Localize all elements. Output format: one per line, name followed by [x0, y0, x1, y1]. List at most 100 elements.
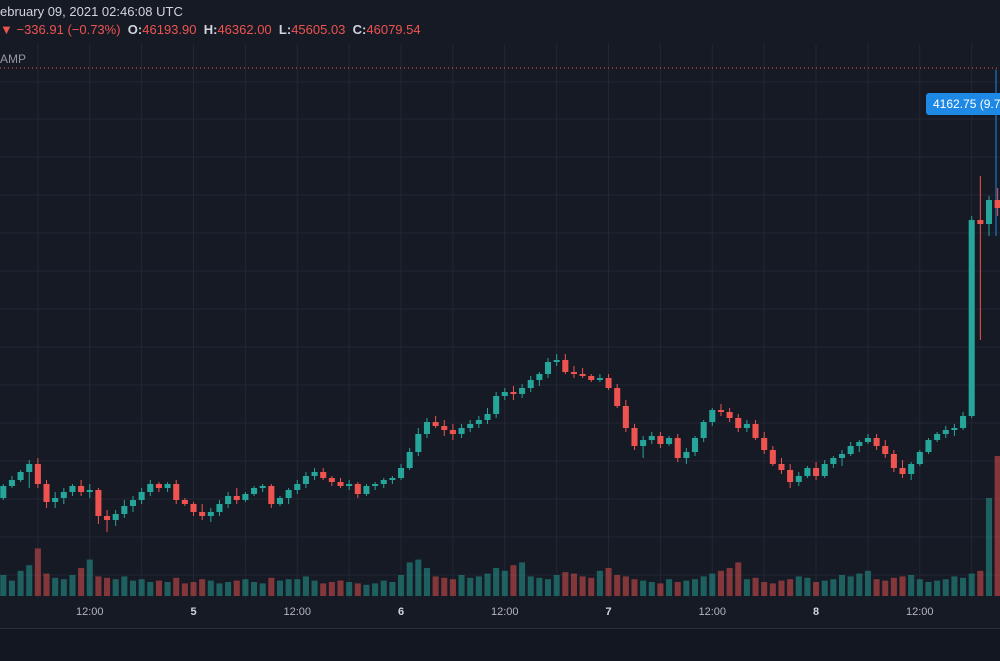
volume-bar	[95, 576, 102, 596]
volume-bar	[899, 576, 906, 596]
candle-body	[683, 452, 690, 458]
candle-body	[562, 360, 569, 372]
volume-bar	[441, 577, 448, 596]
measure-label[interactable]: 4162.75 (9.7	[926, 93, 1000, 115]
legend-header: ebruary 09, 2021 02:46:08 UTC ▼ −336.91 …	[0, 0, 1000, 44]
volume-bar	[112, 579, 119, 596]
volume-bar	[527, 576, 534, 596]
candle-body	[423, 422, 430, 434]
volume-bar	[138, 579, 145, 596]
x-tick-label: 12:00	[698, 606, 727, 618]
candle-body	[778, 464, 785, 470]
volume-bar	[873, 579, 880, 596]
volume-bar	[691, 579, 699, 596]
volume-bar	[519, 562, 526, 596]
candle-body	[579, 374, 586, 376]
candle-body	[104, 516, 111, 520]
candle-body	[717, 410, 724, 412]
candle-body	[553, 360, 560, 362]
volume-bar	[328, 582, 335, 596]
candle-body	[484, 414, 491, 420]
volume-bar	[276, 580, 284, 596]
volume-bar	[199, 579, 206, 596]
candle-body	[34, 464, 41, 484]
volume-bar	[960, 577, 967, 596]
candle-body	[216, 504, 223, 512]
candle-body	[890, 454, 897, 468]
volume-bar	[674, 582, 681, 596]
volume-bar	[666, 579, 673, 596]
x-tick-label: 8	[812, 606, 820, 618]
volume-bar	[242, 579, 249, 596]
time-axis[interactable]: 12:00 5 12:00 6 12:00 7 12:00 8 12:00	[0, 598, 1000, 628]
candle-body	[259, 486, 266, 488]
volume-bar	[951, 576, 958, 596]
volume-bar	[363, 584, 370, 596]
candle-body	[761, 438, 768, 450]
candle-body	[389, 478, 396, 480]
volume-bar	[570, 573, 577, 596]
low-label: L:	[278, 22, 292, 37]
volume-bar	[709, 573, 716, 596]
volume-bar	[700, 576, 707, 596]
candle-body	[674, 438, 681, 458]
x-tick-label: 12:00	[75, 606, 104, 618]
volume-bar	[190, 582, 197, 596]
candle-body	[380, 480, 387, 484]
candle-body	[813, 468, 820, 476]
candle-body	[856, 442, 863, 446]
volume-bar	[432, 576, 439, 596]
candle-body	[164, 484, 171, 488]
volume-bar	[735, 562, 742, 596]
volume-bar	[501, 570, 508, 596]
grid-lines	[0, 44, 1000, 598]
candle-body	[847, 446, 854, 454]
candle-body	[657, 436, 664, 444]
high-label: H:	[203, 22, 218, 37]
candle-body	[570, 372, 577, 374]
candle-body	[328, 478, 335, 482]
volume-bar	[380, 580, 387, 596]
volume-bar	[475, 576, 482, 596]
candle-body	[510, 392, 517, 394]
volume-bar	[588, 577, 595, 596]
volume-bar	[726, 568, 733, 596]
candle-body	[354, 484, 361, 494]
volume-bar	[942, 579, 949, 596]
indicator-label[interactable]: AMP	[0, 52, 27, 66]
volume-bar	[657, 583, 664, 596]
candle-body	[631, 428, 638, 446]
volume-bar	[838, 575, 846, 596]
candle-body	[691, 438, 699, 452]
volume-bar	[311, 580, 318, 596]
volume-bar	[648, 582, 655, 596]
volume-bar	[346, 582, 353, 596]
volume-bar	[389, 582, 396, 596]
candle-body	[501, 392, 508, 396]
candle-body	[916, 452, 923, 464]
candle-body	[838, 454, 846, 458]
candle-body	[787, 470, 794, 482]
candle-body	[311, 472, 318, 476]
volume-bar	[225, 582, 232, 596]
candle-body	[441, 426, 448, 430]
candle-body	[544, 362, 552, 374]
volume-bar	[804, 577, 811, 596]
candle-body	[588, 376, 595, 380]
candle-body	[605, 378, 612, 388]
candle-body	[908, 464, 915, 474]
candle-body	[596, 378, 603, 380]
volume-bar	[847, 576, 854, 596]
volume-bar	[717, 570, 724, 596]
volume-bar	[43, 573, 50, 596]
candle-body	[951, 428, 958, 430]
price-chart[interactable]	[0, 0, 1000, 598]
x-tick-label: 5	[190, 606, 197, 618]
volume-bar	[86, 559, 93, 596]
candle-body	[190, 504, 197, 512]
volume-bar	[856, 573, 863, 596]
candle-body	[251, 488, 258, 494]
x-tick-label: 12:00	[283, 606, 312, 618]
candle-body	[614, 388, 621, 406]
candle-body	[60, 492, 67, 498]
